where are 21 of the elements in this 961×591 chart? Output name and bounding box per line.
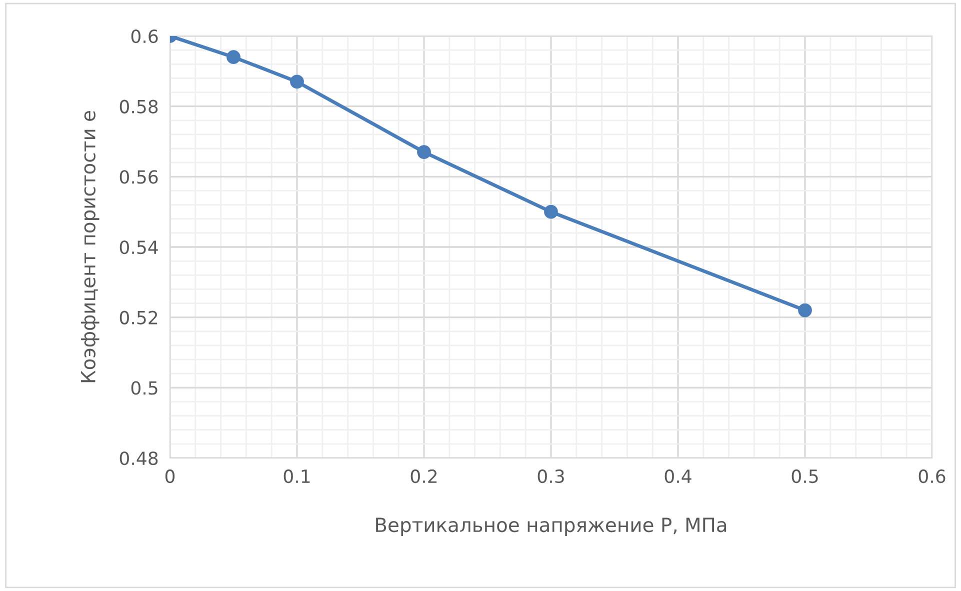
point: [290, 74, 304, 89]
point: [798, 303, 812, 318]
x-tick-label: 0.2: [410, 469, 437, 484]
y-axis-title: Коэффицент пористости e: [81, 111, 100, 382]
x-tick-label: 0.6: [918, 469, 946, 484]
y-tick-label: 0.5: [131, 381, 158, 395]
x-tick-label: 0.5: [792, 469, 818, 484]
point: [417, 145, 431, 159]
point: [226, 50, 240, 64]
y-tick-label: 0.58: [120, 100, 158, 114]
x-tick-label: 0.1: [284, 469, 310, 484]
y-tick-label: 0.56: [120, 170, 158, 184]
y-tick-label: 0.52: [120, 310, 158, 324]
y-tick-label: 0.54: [120, 240, 158, 254]
x-tick-label: 0: [165, 469, 175, 484]
point: [544, 204, 558, 219]
y-tick-label: 0.6: [131, 29, 158, 44]
x-axis-title: Вертикальное напряжение P, МПа: [376, 518, 726, 536]
x-tick-label: 0.4: [664, 469, 692, 484]
x-tick-label: 0.3: [538, 469, 564, 484]
y-tick-label: 0.48: [120, 451, 158, 466]
